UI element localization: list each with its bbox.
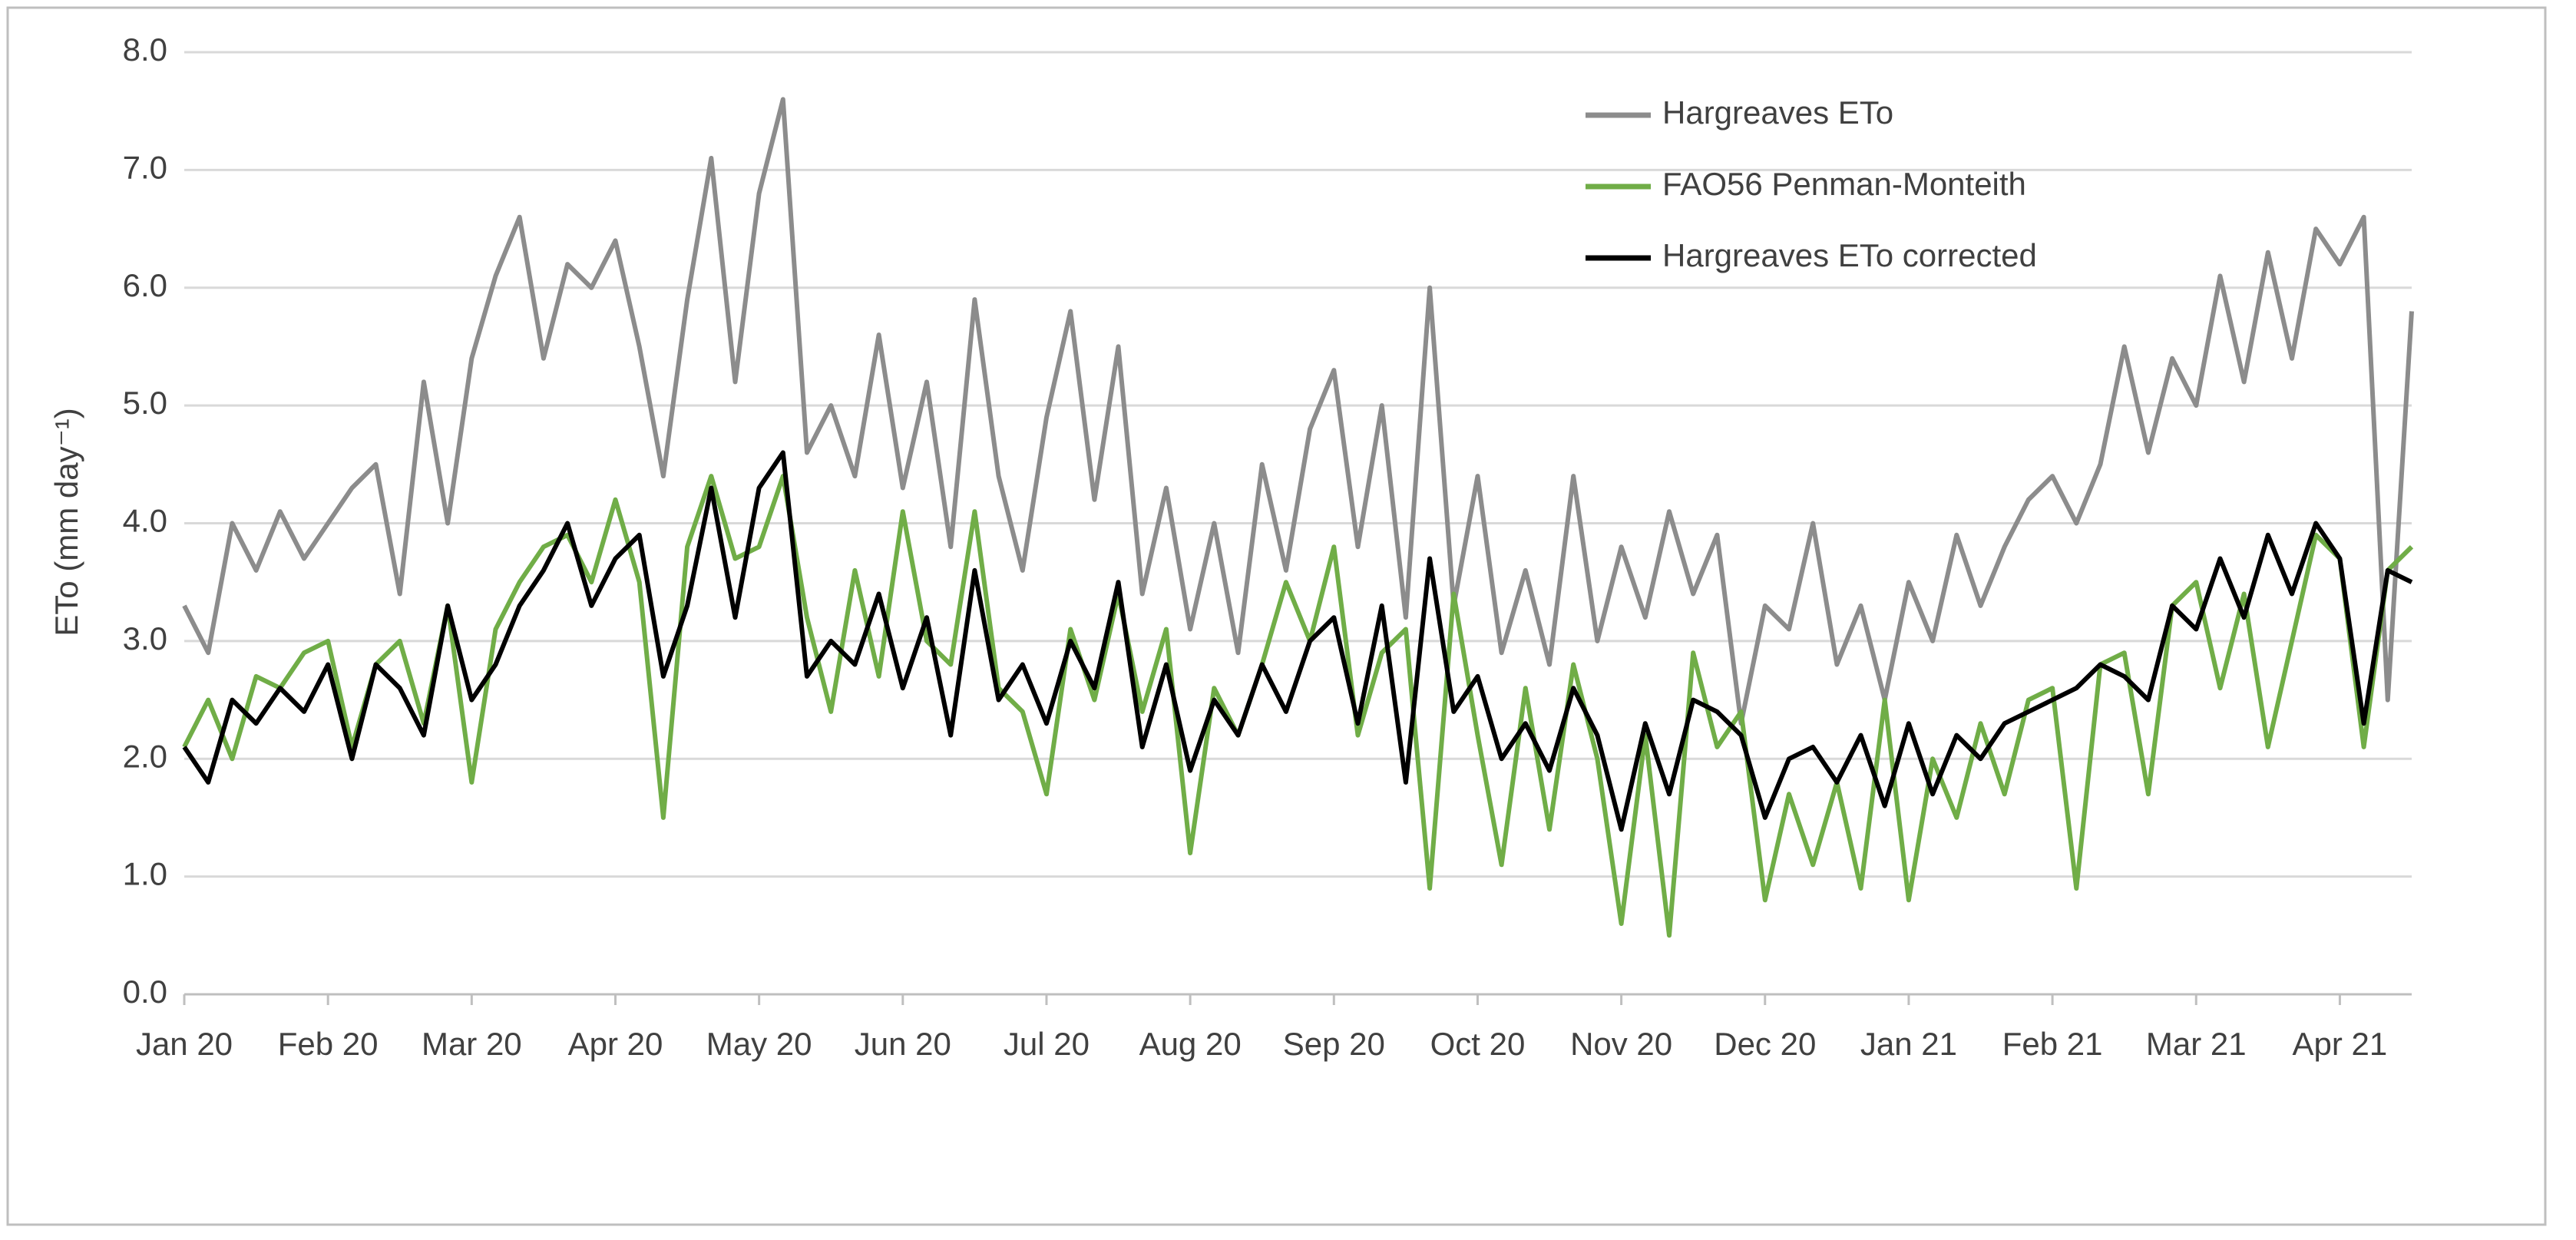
x-tick-label: Jan 21: [1860, 1026, 1957, 1062]
y-tick-label: 2.0: [123, 738, 167, 774]
x-tick-label: Sep 20: [1283, 1026, 1385, 1062]
legend-label: Hargreaves ETo: [1662, 94, 1893, 131]
x-tick-label: Apr 21: [2293, 1026, 2388, 1062]
x-tick-label: Nov 20: [1570, 1026, 1672, 1062]
series-line: [182, 474, 2414, 938]
x-tick-label: Oct 20: [1430, 1026, 1526, 1062]
y-tick-label: 5.0: [123, 385, 167, 421]
y-tick-label: 1.0: [123, 856, 167, 892]
series-line: [182, 450, 2413, 832]
y-tick-label: 0.0: [123, 974, 167, 1010]
x-tick-label: Apr 20: [568, 1026, 663, 1062]
x-tick-label: Mar 20: [422, 1026, 522, 1062]
y-tick-label: 6.0: [123, 267, 167, 303]
x-tick-label: Jul 20: [1004, 1026, 1090, 1062]
x-tick-label: Mar 21: [2146, 1026, 2247, 1062]
x-tick-label: Jun 20: [855, 1026, 951, 1062]
legend-label: Hargreaves ETo corrected: [1662, 237, 2037, 273]
x-tick-label: Feb 20: [278, 1026, 379, 1062]
y-tick-label: 7.0: [123, 149, 167, 185]
y-tick-label: 4.0: [123, 503, 167, 539]
y-tick-label: 3.0: [123, 620, 167, 656]
y-axis-label: ETo (mm day⁻¹): [48, 408, 84, 637]
x-tick-label: Dec 20: [1714, 1026, 1816, 1062]
x-tick-label: Aug 20: [1139, 1026, 1242, 1062]
y-tick-label: 8.0: [123, 31, 167, 68]
x-tick-label: Feb 21: [2002, 1026, 2103, 1062]
x-tick-label: Jan 20: [136, 1026, 233, 1062]
series-line: [182, 97, 2414, 726]
x-tick-label: May 20: [706, 1026, 812, 1062]
legend-label: FAO56 Penman-Monteith: [1662, 166, 2026, 202]
